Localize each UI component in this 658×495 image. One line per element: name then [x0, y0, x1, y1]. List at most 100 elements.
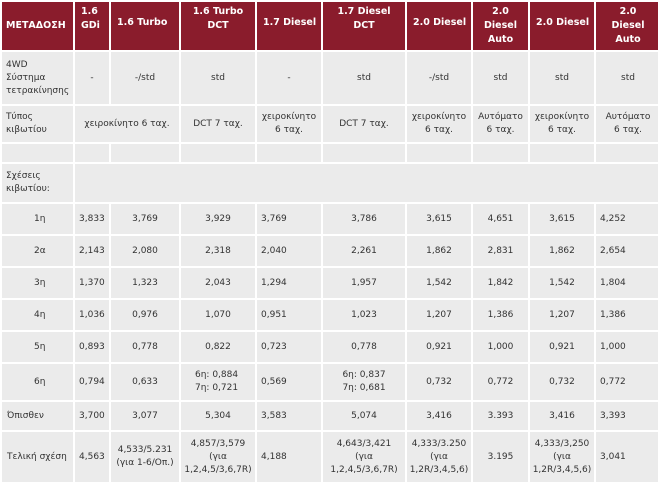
table-cell: 3,416 — [407, 402, 471, 430]
row-label: Σχέσεις κιβωτίου: — [2, 164, 73, 202]
table-cell: 3,615 — [407, 204, 471, 234]
table-cell: std — [473, 52, 528, 104]
table-cell: 1,207 — [530, 300, 594, 330]
table-cell: std — [596, 52, 658, 104]
row-label: 3η — [2, 268, 73, 298]
header-cell: 2.0 Diesel — [407, 2, 471, 50]
header-cell: 2.0 Diesel Auto — [473, 2, 528, 50]
table-cell: χειροκίνητο 6 ταχ. — [407, 106, 471, 142]
header-cell: 1.6 Turbo DCT — [181, 2, 255, 50]
table-cell: - — [75, 52, 109, 104]
table-cell: 0,951 — [257, 300, 321, 330]
table-cell: 2,080 — [111, 236, 179, 266]
row-label: Τελική σχέση — [2, 432, 73, 482]
header-cell: 1.7 Diesel — [257, 2, 321, 50]
table-cell: 4,333/3,250 (για 1,2R/3,4,5,6) — [530, 432, 594, 482]
row-label: 1η — [2, 204, 73, 234]
table-cell: 4,643/3,421 (για 1,2,4,5/3,6,7R) — [323, 432, 405, 482]
table-cell: 0,772 — [473, 364, 528, 400]
table-cell: 3,077 — [111, 402, 179, 430]
table-cell: 0,778 — [323, 332, 405, 362]
table-cell: 4,252 — [596, 204, 658, 234]
table-cell: 4,188 — [257, 432, 321, 482]
transmission-spec-table: ΜΕΤΑΔΟΣΗ 1.6 GDi 1.6 Turbo 1.6 Turbo DCT… — [2, 2, 658, 482]
table-cell: 3,583 — [257, 402, 321, 430]
header-cell: 1.6 GDi — [75, 2, 109, 50]
table-cell: 0,569 — [257, 364, 321, 400]
row-label: 4η — [2, 300, 73, 330]
table-cell: 1,862 — [407, 236, 471, 266]
table-cell: 1,000 — [596, 332, 658, 362]
table-cell: 0,976 — [111, 300, 179, 330]
table-cell: -/std — [407, 52, 471, 104]
table-cell: 6η: 0,837 7η: 0,681 — [323, 364, 405, 400]
table-cell: 2,654 — [596, 236, 658, 266]
table-row: 3η 1,370 1,323 2,043 1,294 1,957 1,542 1… — [2, 268, 658, 298]
table-cell: 0,732 — [407, 364, 471, 400]
table-cell: 3.195 — [473, 432, 528, 482]
table-cell: 4,563 — [75, 432, 109, 482]
table-cell: 2,261 — [323, 236, 405, 266]
table-cell: 1,386 — [473, 300, 528, 330]
table-cell: 5,304 — [181, 402, 255, 430]
table-cell: std — [530, 52, 594, 104]
table-cell — [75, 164, 658, 202]
row-label: Όπισθεν — [2, 402, 73, 430]
table-cell: χειροκίνητο 6 ταχ. — [257, 106, 321, 142]
row-label: Τύπος κιβωτίου — [2, 106, 73, 142]
table-row: 5η 0,893 0,778 0,822 0,723 0,778 0,921 1… — [2, 332, 658, 362]
row-label: 6η — [2, 364, 73, 400]
table-cell: 4,333/3.250 (για 1,2R/3,4,5,6) — [407, 432, 471, 482]
table-cell: 1,862 — [530, 236, 594, 266]
table-cell: 1,207 — [407, 300, 471, 330]
table-cell: 0,633 — [111, 364, 179, 400]
table-cell: 2,043 — [181, 268, 255, 298]
table-cell: 2,831 — [473, 236, 528, 266]
table-cell: 2,318 — [181, 236, 255, 266]
table-cell: χειροκίνητο 6 ταχ. — [530, 106, 594, 142]
table-row: Τελική σχέση 4,563 4,533/5.231 (για 1-6/… — [2, 432, 658, 482]
table-cell: 3,833 — [75, 204, 109, 234]
table-cell: 0,921 — [407, 332, 471, 362]
table-cell: 1,323 — [111, 268, 179, 298]
table-cell: 3,416 — [530, 402, 594, 430]
row-label: 4WD Σύστημα τετρακίνησης — [2, 52, 73, 104]
table-cell: std — [323, 52, 405, 104]
table-cell: 1,957 — [323, 268, 405, 298]
table-row: 4WD Σύστημα τετρακίνησης - -/std std - s… — [2, 52, 658, 104]
table-cell: Αυτόματο 6 ταχ. — [473, 106, 528, 142]
table-cell: 3,769 — [257, 204, 321, 234]
table-cell: 1,023 — [323, 300, 405, 330]
table-cell: 1,542 — [407, 268, 471, 298]
table-cell: 3,786 — [323, 204, 405, 234]
table-cell: 3,700 — [75, 402, 109, 430]
table-cell: std — [181, 52, 255, 104]
header-row: ΜΕΤΑΔΟΣΗ 1.6 GDi 1.6 Turbo 1.6 Turbo DCT… — [2, 2, 658, 50]
table-cell: 3,615 — [530, 204, 594, 234]
spacer-row — [2, 144, 658, 162]
table-cell: 3,393 — [596, 402, 658, 430]
table-cell: 1,294 — [257, 268, 321, 298]
table-cell: 1,070 — [181, 300, 255, 330]
table-cell: 4,651 — [473, 204, 528, 234]
table-cell: -/std — [111, 52, 179, 104]
ratios-title-row: Σχέσεις κιβωτίου: — [2, 164, 658, 202]
table-cell: 5,074 — [323, 402, 405, 430]
table-cell: 4,533/5.231 (για 1-6/Οπ.) — [111, 432, 179, 482]
table-cell: 0,772 — [596, 364, 658, 400]
table-row: Τύπος κιβωτίου χειροκίνητο 6 ταχ. DCT 7 … — [2, 106, 658, 142]
table-cell: 0,794 — [75, 364, 109, 400]
table-row: 4η 1,036 0,976 1,070 0,951 1,023 1,207 1… — [2, 300, 658, 330]
table-row: 6η 0,794 0,633 6η: 0,884 7η: 0,721 0,569… — [2, 364, 658, 400]
table-cell: Αυτόματο 6 ταχ. — [596, 106, 658, 142]
table-cell: 0,893 — [75, 332, 109, 362]
table-cell: 3.393 — [473, 402, 528, 430]
table-row: 2α 2,143 2,080 2,318 2,040 2,261 1,862 2… — [2, 236, 658, 266]
row-label: 2α — [2, 236, 73, 266]
table-cell: 4,857/3,579 (για 1,2,4,5/3,6,7R) — [181, 432, 255, 482]
table-cell: 1,000 — [473, 332, 528, 362]
table-cell: χειροκίνητο 6 ταχ. — [75, 106, 179, 142]
header-cell: 1.6 Turbo — [111, 2, 179, 50]
table-cell: 1,036 — [75, 300, 109, 330]
table-cell: 1,370 — [75, 268, 109, 298]
